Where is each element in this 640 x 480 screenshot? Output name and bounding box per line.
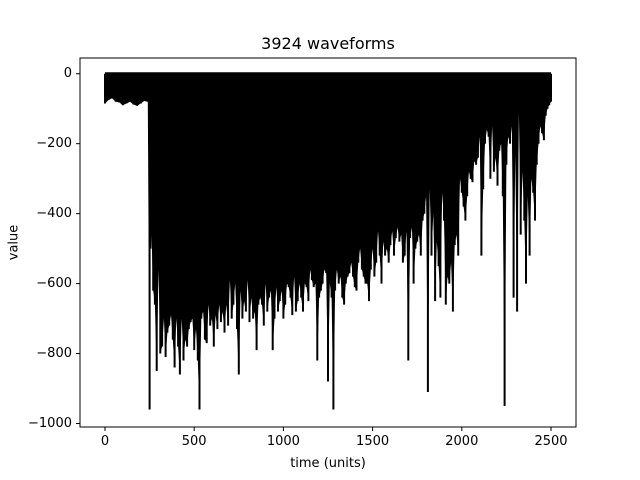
x-tick-label: 500 bbox=[182, 434, 207, 449]
chart-title: 3924 waveforms bbox=[261, 34, 395, 53]
plot-area bbox=[104, 72, 552, 410]
x-tick-label: 2000 bbox=[445, 434, 478, 449]
x-tick-label: 0 bbox=[101, 434, 109, 449]
y-tick-label: 0 bbox=[64, 66, 72, 81]
y-tick-label: −400 bbox=[36, 206, 72, 221]
x-tick-label: 2500 bbox=[534, 434, 567, 449]
y-tick-label: −200 bbox=[36, 136, 72, 151]
x-tick-label: 1500 bbox=[356, 434, 389, 449]
axes-frame bbox=[79, 57, 577, 428]
y-axis: 0 −200 −400 −600 −800 −1000 bbox=[28, 66, 80, 431]
y-tick-label: −600 bbox=[36, 276, 72, 291]
y-axis-label: value bbox=[7, 225, 22, 261]
y-tick-label: −1000 bbox=[28, 416, 72, 431]
x-axis: 0 500 1000 1500 2000 2500 bbox=[101, 427, 568, 449]
x-tick-label: 1000 bbox=[267, 434, 300, 449]
x-axis-label: time (units) bbox=[290, 456, 366, 471]
y-tick-label: −800 bbox=[36, 346, 72, 361]
